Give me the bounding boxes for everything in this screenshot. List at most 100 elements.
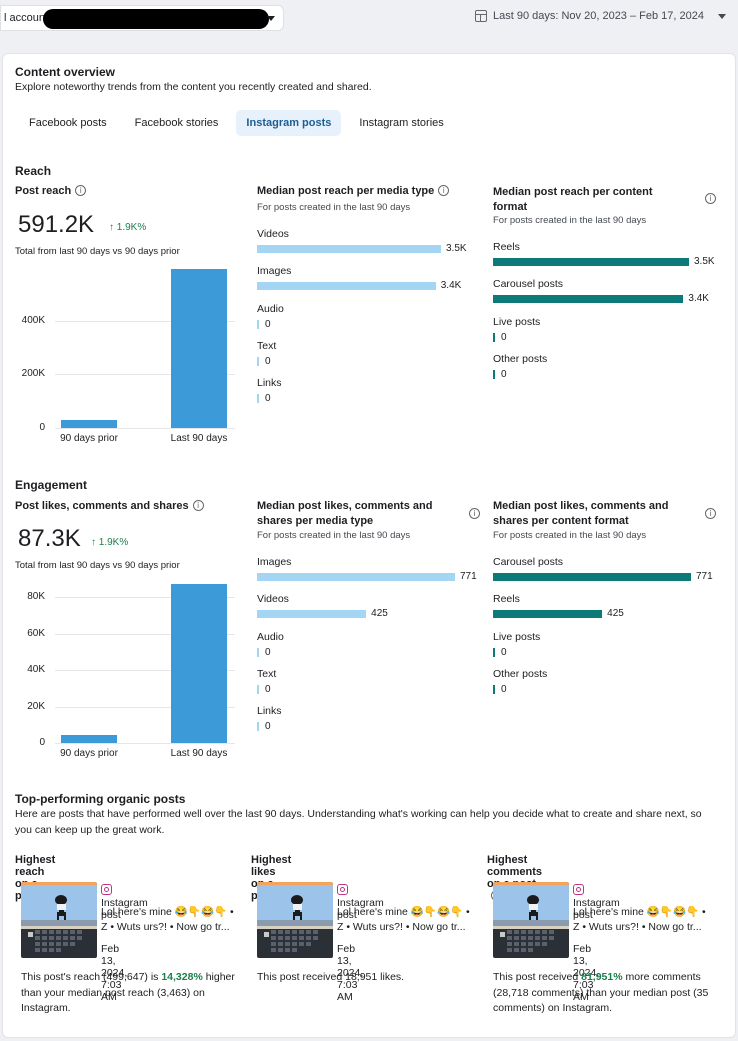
eng-media-type-title: Median post likes, comments and shares p…	[257, 500, 433, 527]
reach-media-type-label: Median post reach per media type	[257, 185, 435, 197]
reach-media-row-bar[interactable]	[257, 356, 259, 366]
reach-media-row-label: Audio	[257, 302, 284, 315]
reach-media-row-label: Videos	[257, 228, 289, 240]
post-caption-line: Z • Wuts urs?! • Now go tr...	[101, 921, 230, 933]
top-bar: l accounts Last 90 days: Nov 20, 2023 – …	[0, 0, 738, 52]
eng-format-row-bar[interactable]	[493, 573, 691, 581]
eng-media-row-bar[interactable]	[257, 573, 455, 581]
reach-format-row-bar[interactable]	[493, 295, 684, 304]
engagement-y-tick-label: 40K	[27, 664, 45, 676]
reach-media-row-value: 0	[265, 355, 271, 367]
page-title: Content overview	[15, 65, 116, 79]
engagement-bar[interactable]	[171, 583, 227, 743]
eng-media-row-label: Images	[257, 556, 292, 568]
info-icon[interactable]: i	[438, 185, 450, 196]
engagement-bar[interactable]	[61, 735, 117, 743]
eng-format-row-bar[interactable]	[493, 610, 603, 619]
eng-media-row-bar[interactable]	[257, 610, 367, 619]
instagram-icon	[573, 884, 584, 895]
reach-content-format-title: Median post reach per content format	[493, 186, 653, 213]
reach-bar[interactable]	[171, 269, 227, 428]
post-insight-text: higher than your median post reach (3,46…	[21, 971, 235, 1014]
post-date: Feb 13, 2024, 7:03 AM	[573, 943, 600, 1003]
eng-format-row-value: 771	[696, 571, 713, 582]
reach-format-row-bar[interactable]	[493, 332, 495, 342]
reach-format-row-label: Other posts	[493, 352, 548, 365]
calendar-icon	[475, 10, 487, 22]
content-overview-card: Content overview Explore noteworthy tren…	[2, 53, 736, 1038]
post-reach-comparison: Total from last 90 days vs 90 days prior	[15, 246, 180, 257]
reach-media-row-value: 0	[265, 318, 271, 330]
info-icon[interactable]: i	[75, 185, 87, 196]
eng-media-row-label: Videos	[257, 593, 289, 606]
reach-format-row-label: Live posts	[493, 315, 541, 328]
reach-x-label: Last 90 days	[170, 433, 228, 444]
eng-media-row-bar[interactable]	[257, 722, 259, 732]
post-date: Feb 13, 2024, 7:03 AM	[337, 943, 364, 1003]
tab-facebook-posts[interactable]: Facebook posts	[29, 117, 107, 129]
post-type-label: Instagram post	[573, 897, 620, 921]
post-engagement-comparison: Total from last 90 days vs 90 days prior	[15, 560, 180, 571]
eng-media-row-bar[interactable]	[257, 647, 259, 657]
engagement-y-tick-label: 80K	[27, 591, 45, 603]
post-caption-line: Lol here's mine 😂👇😂👇 •	[101, 906, 234, 918]
eng-media-row-label: Text	[257, 667, 277, 680]
chevron-down-icon	[267, 16, 275, 21]
engagement-x-label: 90 days prior	[60, 748, 118, 759]
reach-y-tick-label: 200K	[21, 368, 45, 380]
account-selector[interactable]: l accounts	[0, 5, 284, 31]
eng-media-row-label: Links	[257, 705, 282, 718]
reach-media-row-value: 3.5K	[446, 243, 467, 254]
engagement-x-label: Last 90 days	[170, 748, 228, 759]
instagram-icon	[101, 884, 112, 895]
post-insight-text: more comments (28,718 comments) than you…	[493, 971, 709, 1014]
reach-section-title: Reach	[15, 164, 52, 178]
post-insight: This post received 18,951 likes.	[257, 970, 479, 986]
top-posts-description: Here are posts that have performed well …	[15, 808, 702, 836]
post-type: Instagram post	[573, 884, 620, 921]
engagement-section-title: Engagement	[15, 478, 88, 492]
post-thumbnail[interactable]	[493, 882, 569, 958]
engagement-y-tick-label: 0	[39, 737, 45, 748]
eng-format-row-label: Other posts	[493, 667, 548, 680]
eng-media-row-value: 425	[371, 608, 388, 620]
reach-media-row-bar[interactable]	[257, 394, 259, 404]
eng-media-row-value: 0	[265, 721, 271, 733]
post-caption-line: Lol here's mine 😂👇😂👇 •	[573, 906, 706, 918]
reach-media-row-bar[interactable]	[257, 245, 441, 253]
post-insight: This post's reach (499,647) is 14,328% h…	[21, 970, 243, 1017]
eng-format-row-bar[interactable]	[493, 684, 495, 694]
eng-media-row-value: 771	[460, 571, 477, 582]
eng-content-format-title: Median post likes, comments and shares p…	[493, 500, 669, 527]
post-thumbnail[interactable]	[21, 882, 97, 958]
eng-media-row-bar[interactable]	[257, 684, 259, 694]
chevron-down-icon	[717, 13, 726, 19]
post-engagement-label: Post likes, comments and shares	[15, 500, 189, 512]
eng-media-row-label: Audio	[257, 630, 284, 643]
reach-media-row-bar[interactable]	[257, 282, 436, 291]
info-icon[interactable]: i	[705, 193, 716, 204]
post-type: Instagram post	[337, 884, 384, 921]
engagement-gridline	[55, 597, 235, 599]
reach-bar[interactable]	[61, 420, 117, 428]
post-reach-label: Post reach	[15, 185, 72, 197]
info-icon[interactable]: i	[192, 500, 204, 511]
post-insight-highlight: 14,328%	[161, 971, 203, 983]
date-range-picker[interactable]: Last 90 days: Nov 20, 2023 – Feb 17, 202…	[475, 10, 726, 22]
info-icon[interactable]: i	[469, 508, 480, 519]
post-insight-text: This post received	[493, 971, 582, 983]
engagement-y-tick-label: 60K	[27, 627, 45, 639]
reach-format-row-bar[interactable]	[493, 369, 495, 379]
tab-instagram-posts[interactable]: Instagram posts	[236, 110, 342, 136]
reach-format-row-bar[interactable]	[493, 258, 689, 266]
eng-format-row-bar[interactable]	[493, 647, 495, 657]
post-thumbnail[interactable]	[257, 882, 333, 958]
tab-facebook-stories[interactable]: Facebook stories	[134, 117, 219, 129]
reach-format-row-value: 0	[501, 331, 507, 343]
tab-instagram-stories[interactable]: Instagram stories	[359, 117, 444, 129]
reach-media-row-bar[interactable]	[257, 319, 259, 329]
eng-format-row-value: 0	[501, 683, 507, 695]
post-reach-title: Post reach i	[15, 185, 87, 197]
engagement-y-tick-label: 20K	[27, 700, 45, 712]
info-icon[interactable]: i	[705, 508, 716, 519]
